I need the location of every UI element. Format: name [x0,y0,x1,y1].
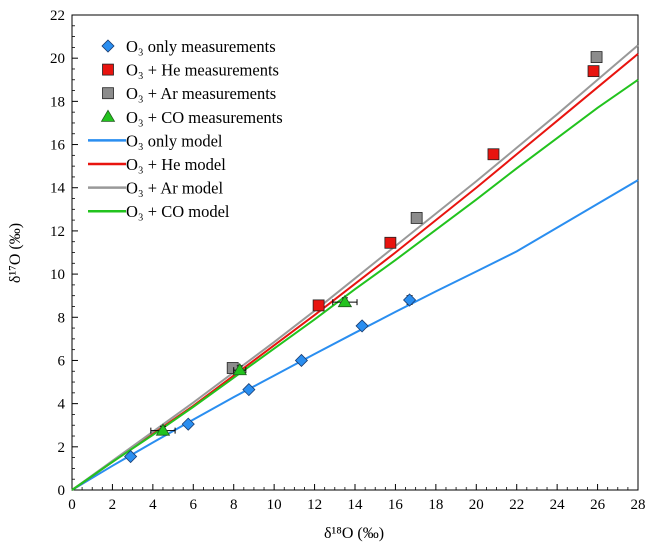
data-point [355,319,369,333]
y-tick-label: 0 [58,483,66,499]
x-tick-label: 6 [190,497,198,513]
y-tick-label: 10 [50,267,65,283]
x-tick-label: 0 [68,497,76,513]
legend-marker [100,109,116,122]
legend-marker [102,87,114,100]
data-point [487,148,500,161]
x-axis-title: δ¹⁸O (‰) [324,525,384,542]
y-tick-label: 20 [50,51,65,67]
y-tick-label: 18 [50,94,65,110]
legend-marker [101,39,115,53]
legend-label: O₃ + He measurements [126,61,279,80]
x-tick-label: 16 [388,497,404,513]
data-point [232,362,247,376]
legend-label: O₃ only measurements [126,37,276,56]
data-point [312,299,325,312]
legend-label: O₃ + Ar measurements [126,84,276,103]
x-tick-label: 2 [109,497,117,513]
data-point [587,65,600,78]
y-axis-title-group: δ¹⁷O (‰) [7,223,24,283]
data-point [384,236,397,249]
x-tick-label: 4 [149,497,157,513]
legend: O₃ only measurements O₃ + He measurements… [88,37,283,221]
x-tick-label: 28 [631,497,646,513]
data-point [410,212,423,224]
y-tick-label: 4 [58,397,66,413]
legend-label: O₃ + Ar model [126,179,224,198]
x-tick-label: 14 [348,497,364,513]
x-tick-label: 8 [230,497,238,513]
y-tick-label: 22 [50,8,65,24]
data-point [242,383,256,397]
y-tick-label: 2 [58,440,66,456]
legend-label: O₃ only model [126,131,223,150]
y-tick-label: 12 [50,224,65,240]
y-tick-label: 8 [58,310,66,326]
legend-label: O₃ + CO measurements [126,108,283,127]
y-tick-label: 16 [50,138,66,154]
data-point [590,51,603,64]
x-tick-label: 26 [590,497,606,513]
x-tick-label: 10 [267,497,282,513]
legend-label: O₃ + CO model [126,202,230,221]
legend-marker [102,63,114,76]
data-point [181,417,195,431]
data-point [124,449,138,464]
legend-label: O₃ + He model [126,155,226,174]
series-line [71,44,639,491]
x-tick-label: 24 [550,497,566,513]
plot-area: 0 2 4 6 8 10 12 14 16 18 20 22 24 26 28024681012141618… [50,8,646,513]
data-point [403,293,417,307]
y-axis-title: δ¹⁷O (‰) [7,223,24,283]
x-tick-label: 20 [469,497,484,513]
series-line [71,179,639,491]
data-point [337,294,353,308]
series-line [71,78,639,491]
data-point [294,353,308,368]
y-tick-label: 6 [58,353,66,369]
x-tick-label: 12 [307,497,322,513]
y-tick-label: 14 [50,181,66,197]
x-tick-label: 18 [428,497,443,513]
x-tick-label: 22 [509,497,524,513]
data-point [155,423,171,436]
